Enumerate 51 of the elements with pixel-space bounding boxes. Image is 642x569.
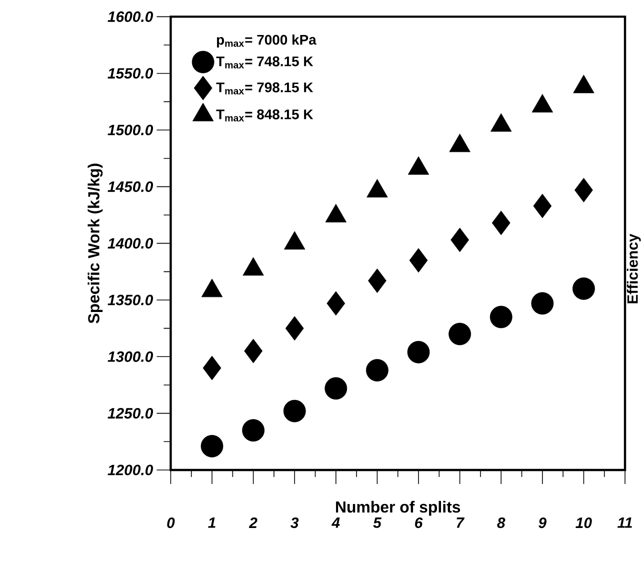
y-tick-label: 1500.0 [108, 124, 154, 136]
point [366, 359, 388, 382]
x-tick-label: 11 [617, 518, 632, 528]
point [283, 400, 306, 422]
y-tick-label: 1600.0 [108, 11, 154, 22]
y-tick-label: 1400.0 [108, 238, 154, 249]
x-tick-label: 7 [456, 518, 465, 528]
x-tick-label: 3 [290, 518, 299, 528]
point [244, 338, 263, 364]
y-tick-label: 1300.0 [108, 351, 154, 362]
point [531, 292, 554, 315]
point [366, 179, 388, 198]
point [409, 248, 428, 273]
x-tick-label: 10 [576, 518, 592, 528]
x-tick-label: 8 [497, 518, 506, 528]
x-tick-label: 5 [373, 518, 382, 528]
legend-label: T$_{max}$= 848.15 K [216, 109, 314, 122]
x-tick-label: 6 [415, 518, 423, 528]
y-axis-title: Specific Work (kJ/kg) [88, 164, 103, 324]
x-axis-title: Number of splits [336, 500, 460, 516]
point [572, 277, 595, 300]
y-tick-label: 1550.0 [108, 68, 154, 79]
legend-label: T$_{max}$= 798.15 K [216, 82, 314, 94]
point [450, 228, 470, 252]
point [490, 306, 512, 328]
point [324, 377, 348, 400]
x-tick-label: 9 [538, 518, 546, 528]
point [573, 74, 594, 94]
point [407, 340, 430, 364]
point [368, 268, 386, 293]
x-tick-label: 4 [332, 518, 340, 528]
x-tick-label: 1 [208, 518, 216, 528]
point [408, 156, 430, 175]
point [448, 322, 472, 346]
point [449, 134, 470, 152]
point [490, 113, 512, 132]
legend-title: p$_{max}$= 7000 kPa [216, 34, 316, 48]
point [285, 316, 304, 341]
y-tick-label: 1250.0 [108, 408, 154, 419]
y-tick-label: 1450.0 [108, 181, 154, 192]
y2-axis-title: Efficiency [626, 234, 641, 304]
x-tick-label: 2 [248, 518, 258, 528]
y-tick-label: 1350.0 [108, 294, 154, 306]
point [532, 94, 553, 112]
x-tick-label: 0 [167, 518, 175, 528]
point [200, 434, 224, 458]
point [202, 356, 222, 380]
legend-label: T$_{max}$= 748.15 K [216, 56, 314, 68]
y-tick-label: 1200.0 [108, 464, 154, 476]
point [242, 419, 265, 442]
point [326, 291, 346, 316]
